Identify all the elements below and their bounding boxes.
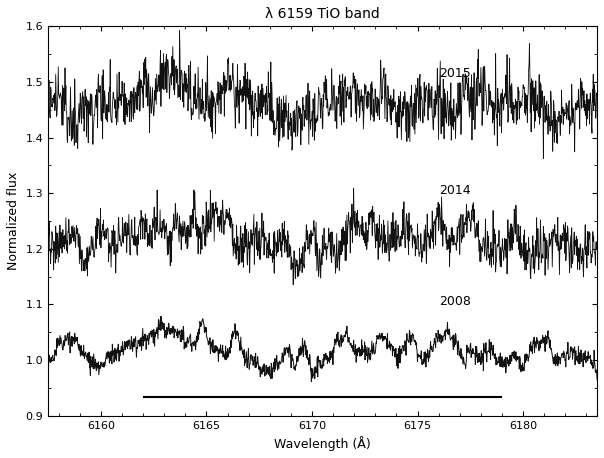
X-axis label: Wavelength (Å): Wavelength (Å): [274, 436, 371, 451]
Y-axis label: Normalized flux: Normalized flux: [7, 172, 20, 270]
Text: 2014: 2014: [439, 184, 471, 197]
Text: 2015: 2015: [439, 67, 471, 80]
Title: λ 6159 TiO band: λ 6159 TiO band: [265, 7, 380, 21]
Text: 2008: 2008: [439, 295, 471, 308]
